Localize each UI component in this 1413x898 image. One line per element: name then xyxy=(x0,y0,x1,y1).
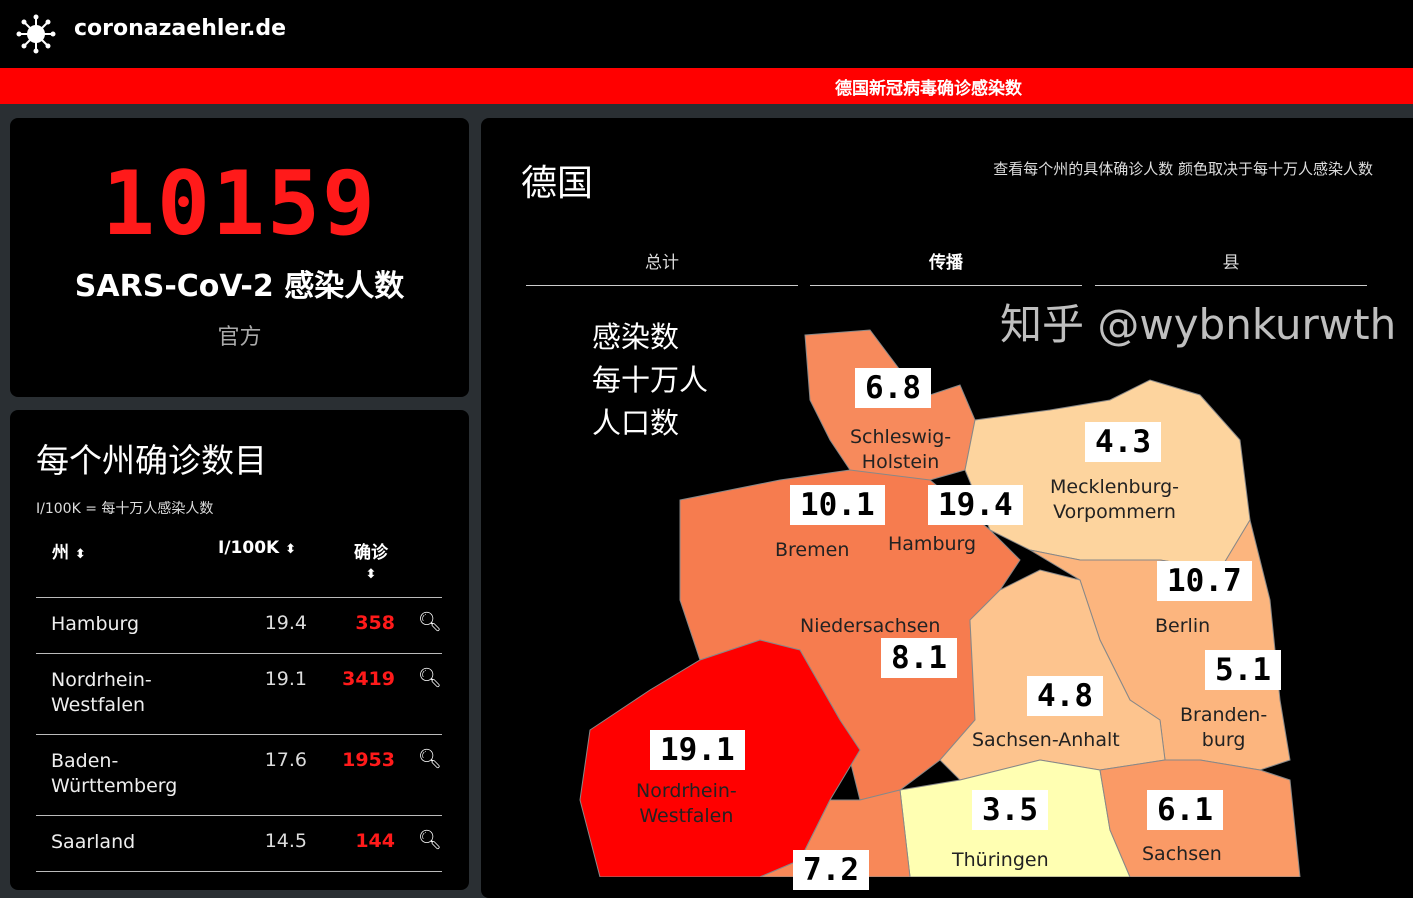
germany-map xyxy=(579,329,1301,877)
state-value-label: 19.1 xyxy=(650,730,745,770)
state-name-label: Nordrhein- Westfalen xyxy=(636,780,737,827)
divider xyxy=(36,871,442,872)
divider xyxy=(36,597,442,598)
tab-county[interactable]: 县 xyxy=(1095,248,1367,286)
state-value-label: 19.4 xyxy=(928,485,1023,525)
top-bar: coronazaehler.de xyxy=(0,0,1413,68)
state-name-label: Branden-burg xyxy=(1180,704,1268,751)
state-value-label: 6.1 xyxy=(1147,790,1223,830)
virus-icon xyxy=(16,14,56,54)
state-sachsen-anhalt[interactable] xyxy=(939,569,1166,781)
state-name-label: Niedersachsen xyxy=(800,615,941,637)
divider xyxy=(36,815,442,816)
column-rate[interactable]: I/100K ⬍ xyxy=(218,538,297,558)
divider xyxy=(36,734,442,735)
state-name-label: Sachsen-Anhalt xyxy=(972,729,1120,751)
map-hint: 查看每个州的具体确诊人数 颜色取决于每十万人感染人数 xyxy=(993,160,1373,178)
state-value-label: 10.7 xyxy=(1157,561,1252,601)
sort-icon: ⬍ xyxy=(74,547,86,562)
search-icon[interactable]: 🔍︎ xyxy=(417,829,442,851)
total-count: 10159 xyxy=(102,152,377,255)
legend-note: I/100K = 每十万人感染人数 xyxy=(36,501,214,517)
state-value-label: 4.8 xyxy=(1027,676,1103,716)
summary-card: 10159 SARS-CoV-2 感染人数 官方 xyxy=(10,118,469,397)
states-panel: 每个州确诊数目 I/100K = 每十万人感染人数 州 ⬍ I/100K ⬍ 确… xyxy=(10,410,469,890)
watermark: 知乎 @wybnkurwth xyxy=(1000,300,1397,349)
search-icon[interactable]: 🔍︎ xyxy=(417,667,442,689)
site-logo-link[interactable]: coronazaehler.de xyxy=(74,16,287,41)
state-name-label: Berlin xyxy=(1155,615,1211,637)
state-hessen[interactable] xyxy=(759,789,911,877)
sort-icon: ⬍ xyxy=(285,542,297,557)
count-label: SARS-CoV-2 感染人数 xyxy=(74,269,405,304)
map-legend: 感染数 每十万人 人口数 xyxy=(592,320,709,440)
state-value-label: 5.1 xyxy=(1205,650,1281,690)
source-label: 官方 xyxy=(217,325,262,350)
search-icon[interactable]: 🔍︎ xyxy=(417,748,442,770)
tab-total[interactable]: 总计 xyxy=(526,248,798,286)
state-value-label: 3.5 xyxy=(972,790,1048,830)
search-icon[interactable]: 🔍︎ xyxy=(417,611,442,633)
state-name-label: Thüringen xyxy=(952,849,1049,871)
state-name-label: Sachsen xyxy=(1142,843,1222,865)
column-state[interactable]: 州 ⬍ xyxy=(52,543,86,563)
panel-title: 每个州确诊数目 xyxy=(36,441,267,480)
tab-spread[interactable]: 传播 xyxy=(810,248,1082,286)
state-name-label: Mecklenburg- Vorpommern xyxy=(1050,476,1180,523)
sort-icon: ⬍ xyxy=(365,567,377,582)
map-title: 德国 xyxy=(521,163,594,204)
state-value-label: 6.8 xyxy=(855,368,931,408)
state-value-label: 8.1 xyxy=(881,638,957,678)
column-cases[interactable]: 确诊 ⬍ xyxy=(354,543,388,582)
state-name-label: Schleswig- Holstein xyxy=(850,426,952,473)
banner: 德国新冠病毒确诊感染数 xyxy=(0,68,1413,104)
state-value-label: 7.2 xyxy=(793,850,869,890)
divider xyxy=(36,653,442,654)
state-value-label: 10.1 xyxy=(790,485,885,525)
state-value-label: 4.3 xyxy=(1085,422,1161,462)
state-name-label: Hamburg xyxy=(888,533,977,555)
state-name-label: Bremen xyxy=(775,539,850,561)
banner-text: 德国新冠病毒确诊感染数 xyxy=(835,79,1022,99)
